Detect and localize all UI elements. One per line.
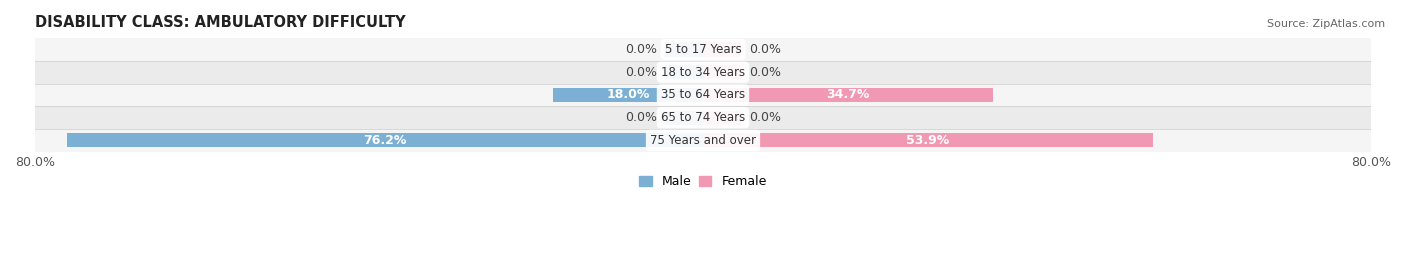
Text: Source: ZipAtlas.com: Source: ZipAtlas.com <box>1267 19 1385 29</box>
Bar <box>35 84 1371 106</box>
Text: 0.0%: 0.0% <box>749 43 780 56</box>
Text: 75 Years and over: 75 Years and over <box>650 134 756 147</box>
Text: 76.2%: 76.2% <box>363 134 406 147</box>
Text: 34.7%: 34.7% <box>827 89 869 101</box>
Text: 65 to 74 Years: 65 to 74 Years <box>661 111 745 124</box>
Bar <box>35 61 1371 84</box>
Legend: Male, Female: Male, Female <box>634 170 772 193</box>
Bar <box>703 133 1153 147</box>
Bar <box>703 65 741 79</box>
Text: DISABILITY CLASS: AMBULATORY DIFFICULTY: DISABILITY CLASS: AMBULATORY DIFFICULTY <box>35 15 405 30</box>
Text: 35 to 64 Years: 35 to 64 Years <box>661 89 745 101</box>
Text: 0.0%: 0.0% <box>626 111 657 124</box>
Bar <box>703 111 741 125</box>
Bar <box>35 106 1371 129</box>
Bar <box>35 129 1371 152</box>
Text: 0.0%: 0.0% <box>626 43 657 56</box>
Text: 53.9%: 53.9% <box>907 134 949 147</box>
Bar <box>665 43 703 56</box>
Bar <box>35 38 1371 61</box>
Bar <box>66 133 703 147</box>
Bar <box>553 88 703 102</box>
Bar <box>665 65 703 79</box>
Bar <box>703 43 741 56</box>
Bar <box>665 111 703 125</box>
Text: 18.0%: 18.0% <box>606 89 650 101</box>
Bar <box>703 88 993 102</box>
Text: 0.0%: 0.0% <box>626 66 657 79</box>
Text: 5 to 17 Years: 5 to 17 Years <box>665 43 741 56</box>
Text: 0.0%: 0.0% <box>749 111 780 124</box>
Text: 0.0%: 0.0% <box>749 66 780 79</box>
Text: 18 to 34 Years: 18 to 34 Years <box>661 66 745 79</box>
